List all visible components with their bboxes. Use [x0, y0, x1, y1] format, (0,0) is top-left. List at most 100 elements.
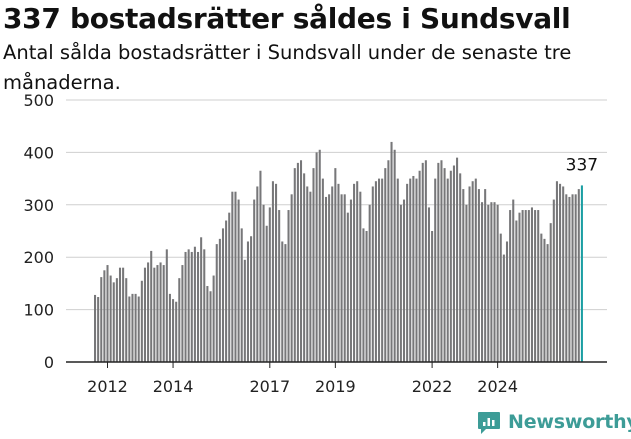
- bar: [437, 162, 440, 362]
- bar: [181, 265, 184, 362]
- bar: [153, 267, 156, 362]
- bar: [147, 262, 150, 362]
- bar: [253, 199, 256, 362]
- bar: [278, 210, 281, 362]
- bar: [374, 181, 377, 362]
- bar: [512, 199, 515, 362]
- bar: [431, 231, 434, 362]
- bar: [446, 178, 449, 362]
- bar: [275, 183, 278, 362]
- bar: [362, 228, 365, 362]
- bar: [165, 249, 168, 362]
- chart-title: 337 bostadsrätter såldes i Sundsvall: [3, 2, 571, 35]
- bar: [346, 212, 349, 362]
- bar: [328, 194, 331, 362]
- bar: [324, 196, 328, 362]
- bar: [262, 204, 265, 362]
- bar: [459, 173, 462, 362]
- bar: [318, 149, 321, 362]
- bar: [440, 160, 443, 362]
- bar: [471, 181, 474, 362]
- bar: [228, 212, 231, 362]
- bar: [499, 233, 502, 362]
- bar: [209, 291, 212, 362]
- bar: [371, 186, 374, 362]
- bar: [427, 207, 431, 362]
- y-tick-label: 100: [23, 301, 54, 320]
- bar: [143, 267, 146, 362]
- bar: [218, 238, 221, 362]
- x-tick-label: 2019: [315, 377, 356, 396]
- bar: [384, 168, 387, 362]
- bar: [577, 189, 580, 362]
- bar: [481, 202, 484, 362]
- bar: [518, 212, 521, 362]
- bar: [156, 265, 159, 362]
- bar: [225, 220, 228, 362]
- bar: [390, 141, 393, 362]
- bar: [530, 207, 533, 362]
- bar: [128, 296, 131, 362]
- bar: [97, 297, 100, 362]
- x-tick-label: 2014: [153, 377, 194, 396]
- bar: [206, 286, 209, 362]
- y-tick-label: 400: [23, 143, 54, 162]
- bar: [246, 241, 249, 362]
- bar: [118, 267, 122, 362]
- bar: [178, 278, 181, 362]
- bar: [421, 162, 424, 362]
- bar: [265, 225, 268, 362]
- bar: [468, 186, 471, 362]
- bar: [122, 267, 125, 362]
- bar: [190, 251, 193, 362]
- bar: [487, 204, 490, 362]
- bar: [200, 237, 203, 362]
- x-tick-label: 2012: [87, 377, 128, 396]
- bar: [340, 194, 343, 362]
- bar: [365, 231, 368, 362]
- bar: [193, 246, 196, 362]
- bar: [353, 183, 356, 362]
- bar: [549, 223, 552, 362]
- bar: [150, 250, 153, 362]
- bar: [493, 202, 496, 362]
- bar: [334, 168, 337, 362]
- bar: [368, 204, 371, 362]
- brand[interactable]: Newsworthy: [476, 408, 631, 436]
- bar: [378, 178, 381, 362]
- bar: [534, 210, 537, 362]
- bar: [315, 152, 318, 362]
- bar: [465, 204, 468, 362]
- bar: [409, 178, 412, 362]
- bar: [387, 160, 390, 362]
- bar: [356, 181, 359, 362]
- bar: [312, 168, 315, 362]
- bar: [243, 259, 246, 362]
- bar: [293, 168, 296, 362]
- bar: [287, 210, 290, 362]
- bar: [309, 191, 312, 362]
- bar: [406, 183, 409, 362]
- bar: [256, 186, 259, 362]
- bar: [259, 170, 262, 362]
- bar: [109, 275, 112, 362]
- bar: [284, 244, 287, 362]
- y-tick-label: 200: [23, 248, 54, 267]
- bar: [562, 186, 565, 362]
- bar: [175, 301, 178, 362]
- x-axis-ticks: 2012 2014 2017 2019 2022 2024: [87, 362, 518, 396]
- bar: [502, 254, 505, 362]
- gridlines: [66, 99, 607, 311]
- bar: [131, 293, 134, 362]
- bar: [552, 199, 555, 362]
- bar: [281, 241, 284, 362]
- bar: [393, 149, 396, 362]
- bar: [540, 233, 543, 362]
- bar: [303, 173, 306, 362]
- bars: [94, 141, 583, 362]
- bar: [296, 162, 299, 362]
- brand-name: Newsworthy: [508, 411, 631, 433]
- y-tick-label: 300: [23, 196, 54, 215]
- bar: [140, 280, 143, 362]
- bar-chart: 0 100 200 300 400 500 2012 2014 2017 2019 2022 202…: [23, 91, 607, 396]
